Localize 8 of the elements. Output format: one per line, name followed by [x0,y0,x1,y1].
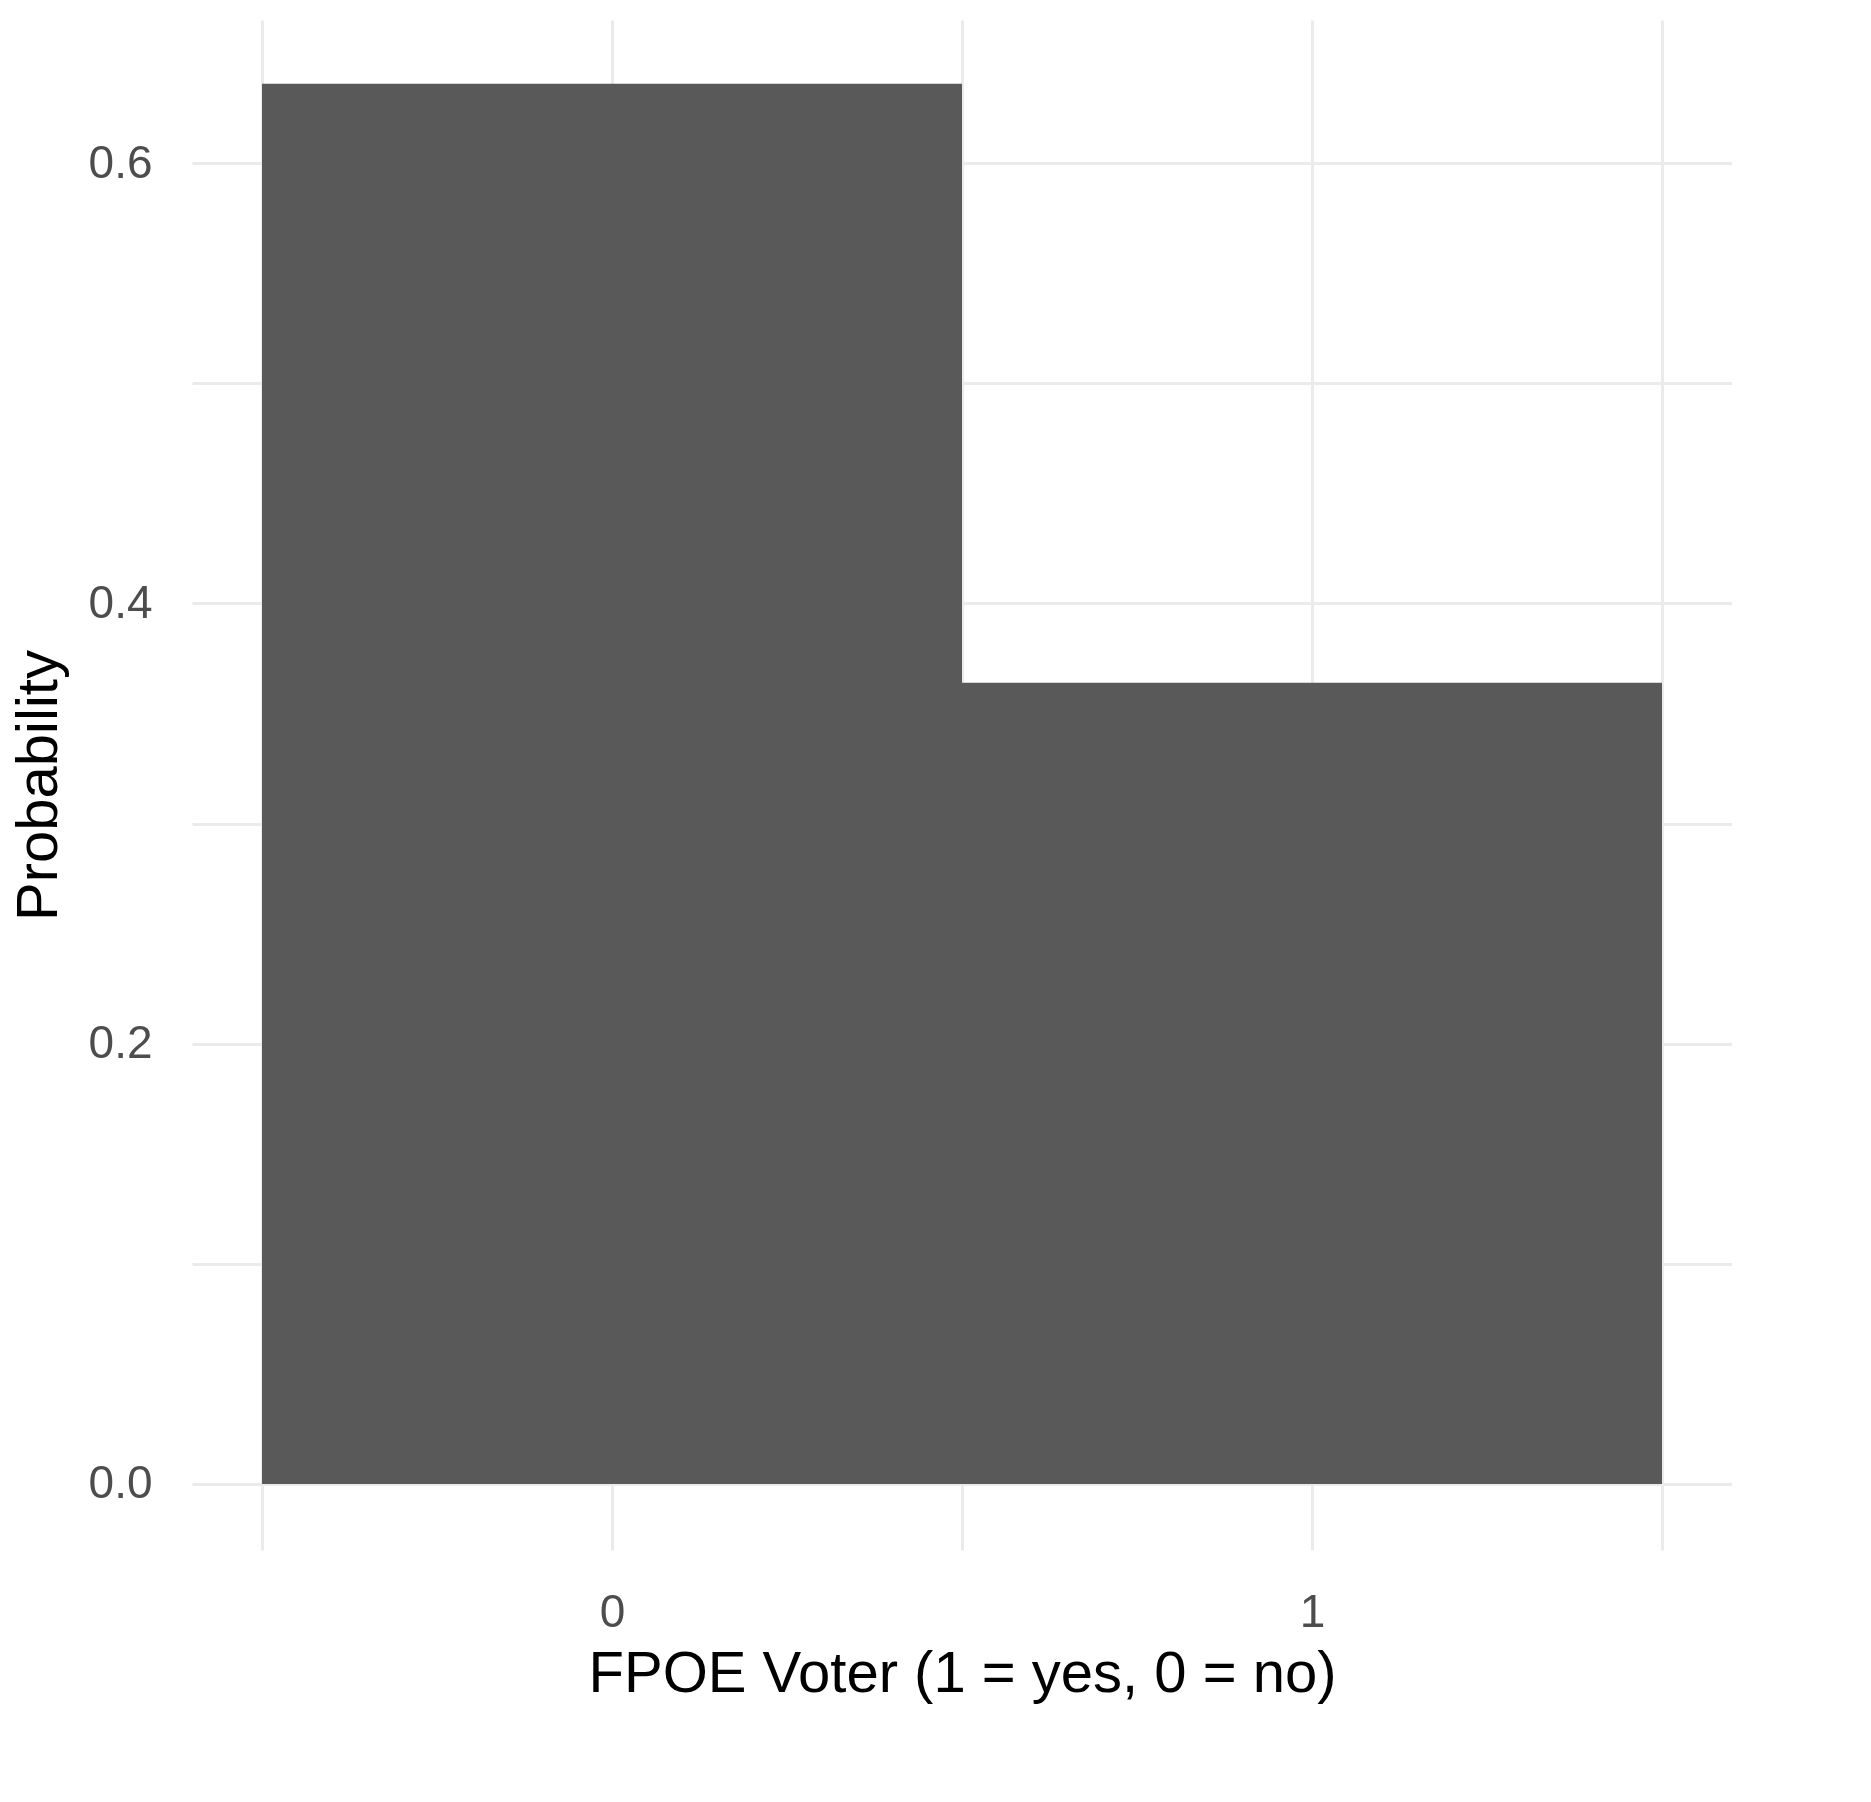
y-tick-label: 0.4 [88,575,153,628]
x-axis-title: FPOE Voter (1 = yes, 0 = no) [588,1638,1337,1704]
y-tick-label: 0.6 [88,135,153,188]
x-tick-label: 1 [1299,1584,1326,1637]
x-tick-label: 0 [599,1584,626,1637]
y-tick-label: 0.2 [88,1016,153,1069]
y-axis-title: Probability [3,650,69,921]
y-tick-label: 0.0 [88,1456,153,1509]
